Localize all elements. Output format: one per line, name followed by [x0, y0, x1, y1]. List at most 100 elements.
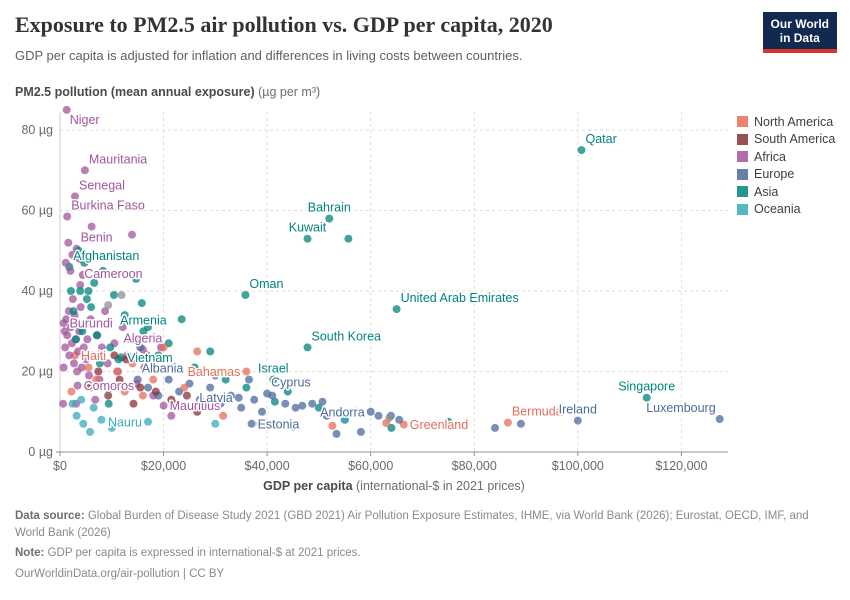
country-label-greenland[interactable]: Greenland [408, 417, 469, 434]
data-point[interactable] [159, 343, 168, 352]
data-point[interactable] [66, 266, 75, 275]
data-point[interactable] [129, 399, 138, 408]
data-point[interactable] [59, 363, 68, 372]
data-point-bahrain[interactable] [325, 214, 334, 223]
data-point[interactable] [258, 407, 266, 416]
legend-item-oceania[interactable]: Oceania [737, 201, 835, 219]
data-point[interactable] [356, 427, 365, 436]
data-point[interactable] [68, 295, 77, 304]
data-point[interactable] [87, 303, 96, 312]
data-point[interactable] [109, 291, 118, 299]
country-label-estonia[interactable]: Estonia [256, 416, 301, 433]
data-point[interactable] [69, 307, 78, 316]
data-point[interactable] [61, 258, 70, 267]
data-point[interactable] [106, 343, 115, 352]
data-point[interactable] [177, 315, 186, 324]
data-point[interactable] [491, 423, 499, 432]
data-point[interactable] [144, 323, 152, 332]
data-point-qatar[interactable] [577, 146, 586, 155]
data-point[interactable] [344, 234, 353, 243]
data-point[interactable] [180, 383, 189, 392]
data-point[interactable] [281, 399, 290, 408]
data-point[interactable] [211, 371, 220, 380]
data-point[interactable] [444, 417, 453, 426]
data-point[interactable] [66, 323, 75, 332]
data-point-mauritius[interactable] [159, 401, 168, 410]
data-point[interactable] [328, 421, 337, 430]
data-point[interactable] [102, 319, 111, 328]
data-point[interactable] [298, 401, 307, 410]
data-point[interactable] [63, 331, 72, 340]
data-point-andorra[interactable] [366, 407, 375, 416]
data-point[interactable] [95, 359, 104, 368]
country-label-cameroon[interactable]: Cameroon [83, 266, 144, 283]
data-point[interactable] [79, 343, 88, 352]
data-point[interactable] [149, 375, 158, 384]
data-point[interactable] [128, 230, 136, 239]
data-point[interactable] [99, 266, 107, 275]
country-label-armenia[interactable]: Armenia [119, 312, 169, 329]
country-label-albania[interactable]: Albania [140, 360, 185, 377]
data-point[interactable] [237, 403, 246, 412]
data-point[interactable] [143, 351, 151, 360]
legend-item-asia[interactable]: Asia [737, 183, 835, 201]
data-point[interactable] [332, 429, 341, 438]
data-point[interactable] [78, 327, 87, 336]
data-point[interactable] [193, 407, 202, 416]
data-point[interactable] [322, 411, 331, 420]
data-point[interactable] [132, 335, 141, 344]
data-point[interactable] [91, 395, 100, 404]
data-point[interactable] [167, 411, 176, 420]
country-label-united-arab-emirates[interactable]: United Arab Emirates [399, 290, 520, 307]
data-point-senegal[interactable] [71, 192, 79, 201]
data-point[interactable] [110, 351, 119, 360]
data-point[interactable] [77, 363, 86, 372]
data-point[interactable] [86, 383, 94, 392]
country-label-israel[interactable]: Israel [257, 360, 291, 377]
data-point[interactable] [85, 371, 93, 380]
data-point[interactable] [115, 375, 124, 384]
data-point[interactable] [102, 383, 111, 392]
data-point[interactable] [138, 391, 147, 400]
data-point[interactable] [84, 287, 93, 295]
data-point[interactable] [122, 355, 131, 364]
data-point[interactable] [97, 415, 106, 424]
data-point[interactable] [80, 319, 89, 328]
data-point[interactable] [65, 351, 74, 360]
data-point[interactable] [74, 347, 83, 356]
data-point-united-arab-emirates[interactable] [392, 305, 401, 314]
data-point[interactable] [80, 258, 89, 267]
data-point[interactable] [340, 415, 349, 424]
country-label-benin[interactable]: Benin [79, 229, 114, 246]
data-point[interactable] [126, 335, 135, 344]
data-point[interactable] [140, 363, 149, 372]
data-point[interactable] [83, 335, 92, 344]
data-point-ireland[interactable] [573, 416, 582, 425]
data-point-bermuda[interactable] [503, 418, 512, 427]
legend-item-south-america[interactable]: South America [737, 131, 835, 149]
data-point[interactable] [59, 399, 68, 408]
data-point[interactable] [68, 399, 77, 408]
data-point[interactable] [72, 411, 81, 420]
data-point[interactable] [206, 383, 215, 392]
data-point[interactable] [283, 387, 292, 396]
country-label-kuwait[interactable]: Kuwait [287, 219, 328, 236]
country-label-vietnam[interactable]: Vietnam [126, 349, 175, 366]
country-label-andorra[interactable]: Andorra [319, 404, 367, 421]
data-point-mauritania[interactable] [80, 166, 89, 175]
data-point[interactable] [242, 383, 251, 392]
data-point[interactable] [221, 375, 230, 384]
data-point[interactable] [291, 403, 300, 412]
data-point[interactable] [113, 367, 121, 376]
data-point[interactable] [89, 403, 98, 412]
data-point[interactable] [268, 391, 277, 400]
data-point[interactable] [245, 375, 253, 384]
data-point[interactable] [97, 343, 106, 352]
data-point[interactable] [169, 363, 178, 372]
data-point[interactable] [351, 407, 360, 416]
country-label-cyprus[interactable]: Cyprus [270, 374, 313, 391]
country-label-burkina-faso[interactable]: Burkina Faso [70, 197, 147, 214]
data-point[interactable] [120, 387, 129, 396]
data-point[interactable] [387, 423, 396, 432]
data-point[interactable] [154, 351, 163, 360]
